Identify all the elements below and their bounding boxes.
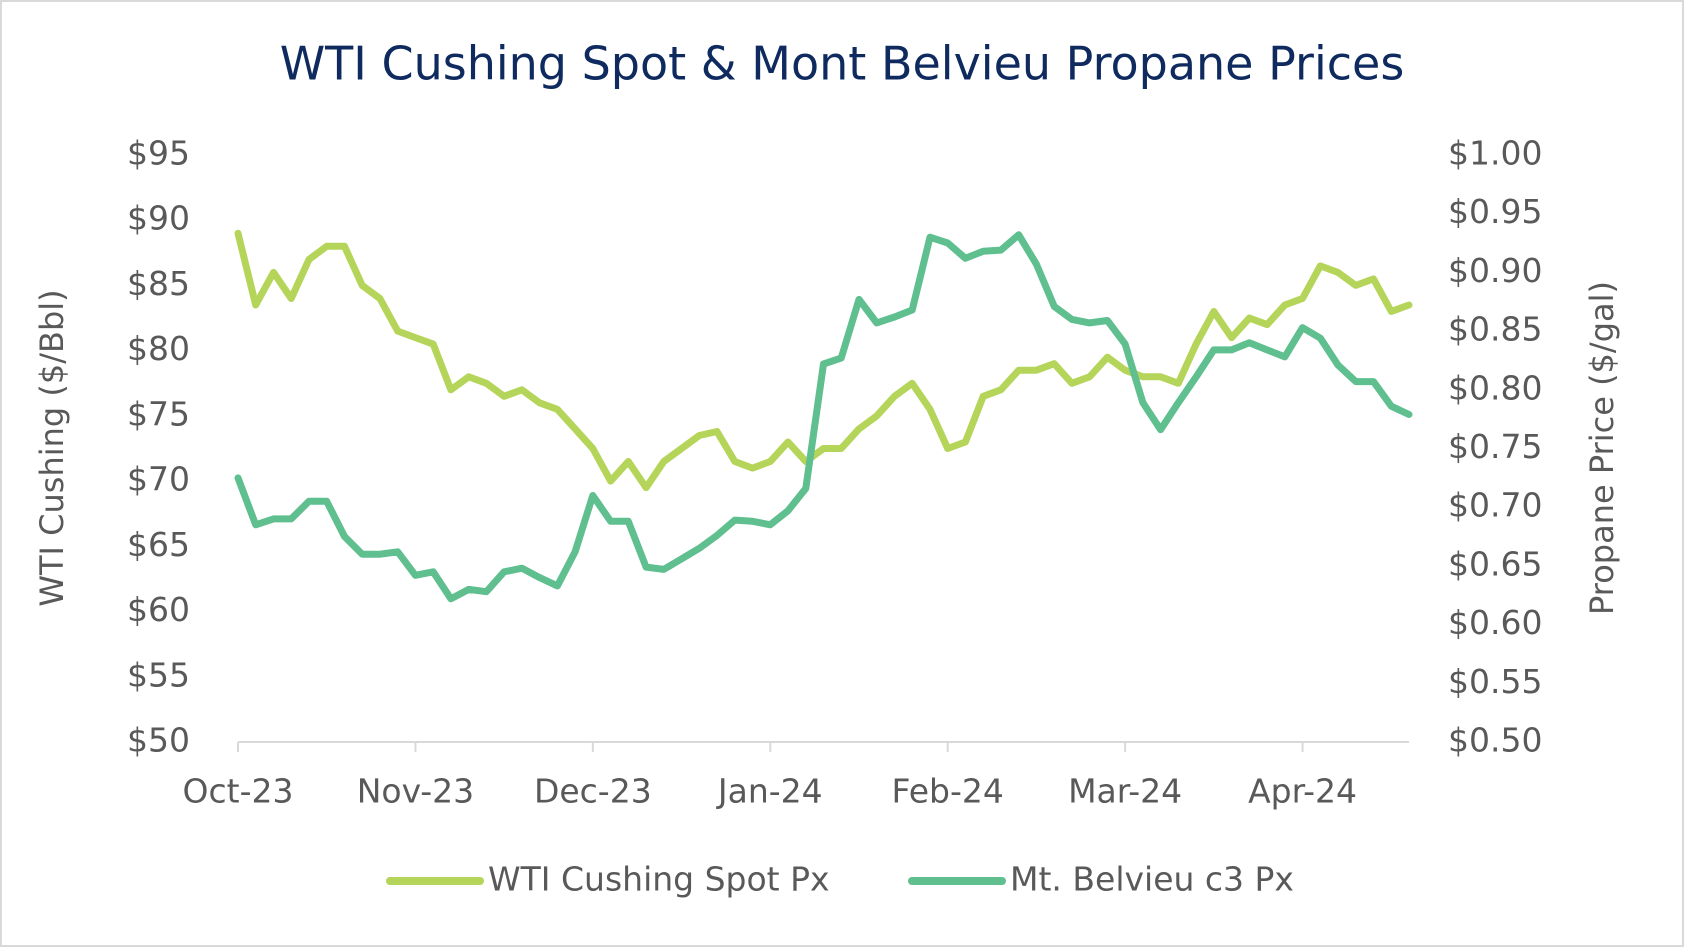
y2-tick-label: $0.85 xyxy=(1448,310,1542,349)
y2-tick-label: $0.70 xyxy=(1448,486,1542,525)
y2-tick-label: $0.75 xyxy=(1448,427,1542,466)
y2-tick-label: $0.90 xyxy=(1448,251,1542,290)
series-line xyxy=(234,231,1413,603)
x-tick-label: Mar-24 xyxy=(1068,772,1182,811)
y2-tick-label: $0.65 xyxy=(1448,544,1542,583)
y-tick-label: $50 xyxy=(127,721,190,760)
y2-tick-label: $0.60 xyxy=(1448,603,1542,642)
y2-tick-label: $0.55 xyxy=(1448,662,1542,701)
y-tick-label: $95 xyxy=(127,134,190,173)
legend-label: WTI Cushing Spot Px xyxy=(488,860,830,899)
y-tick-label: $90 xyxy=(127,199,190,238)
y-tick-label: $65 xyxy=(127,525,190,564)
legend-label: Mt. Belvieu c3 Px xyxy=(1010,860,1294,899)
x-tick-label: Apr-24 xyxy=(1248,772,1357,811)
y2-tick-label: $0.80 xyxy=(1448,368,1542,407)
y2-tick-label: $0.95 xyxy=(1448,192,1542,231)
y-tick-label: $85 xyxy=(127,264,190,303)
y-tick-label: $80 xyxy=(127,329,190,368)
y-tick-label: $70 xyxy=(127,460,190,499)
y2-tick-label: $0.50 xyxy=(1448,721,1542,760)
chart-title: WTI Cushing Spot & Mont Belvieu Propane … xyxy=(280,37,1405,91)
y-tick-label: $75 xyxy=(127,394,190,433)
x-tick-label: Jan-24 xyxy=(716,772,823,811)
y-tick-label: $60 xyxy=(127,590,190,629)
series-line xyxy=(234,229,1413,492)
x-tick-label: Dec-23 xyxy=(534,772,652,811)
x-tick-label: Feb-24 xyxy=(892,772,1004,811)
y-axis-title: WTI Cushing ($/Bbl) xyxy=(33,289,71,606)
x-tick-label: Nov-23 xyxy=(357,772,474,811)
x-tick-label: Oct-23 xyxy=(183,772,294,811)
y-tick-label: $55 xyxy=(127,655,190,694)
y2-axis-title: Propane Price ($/gal) xyxy=(1583,281,1621,615)
y2-tick-label: $1.00 xyxy=(1448,134,1542,173)
